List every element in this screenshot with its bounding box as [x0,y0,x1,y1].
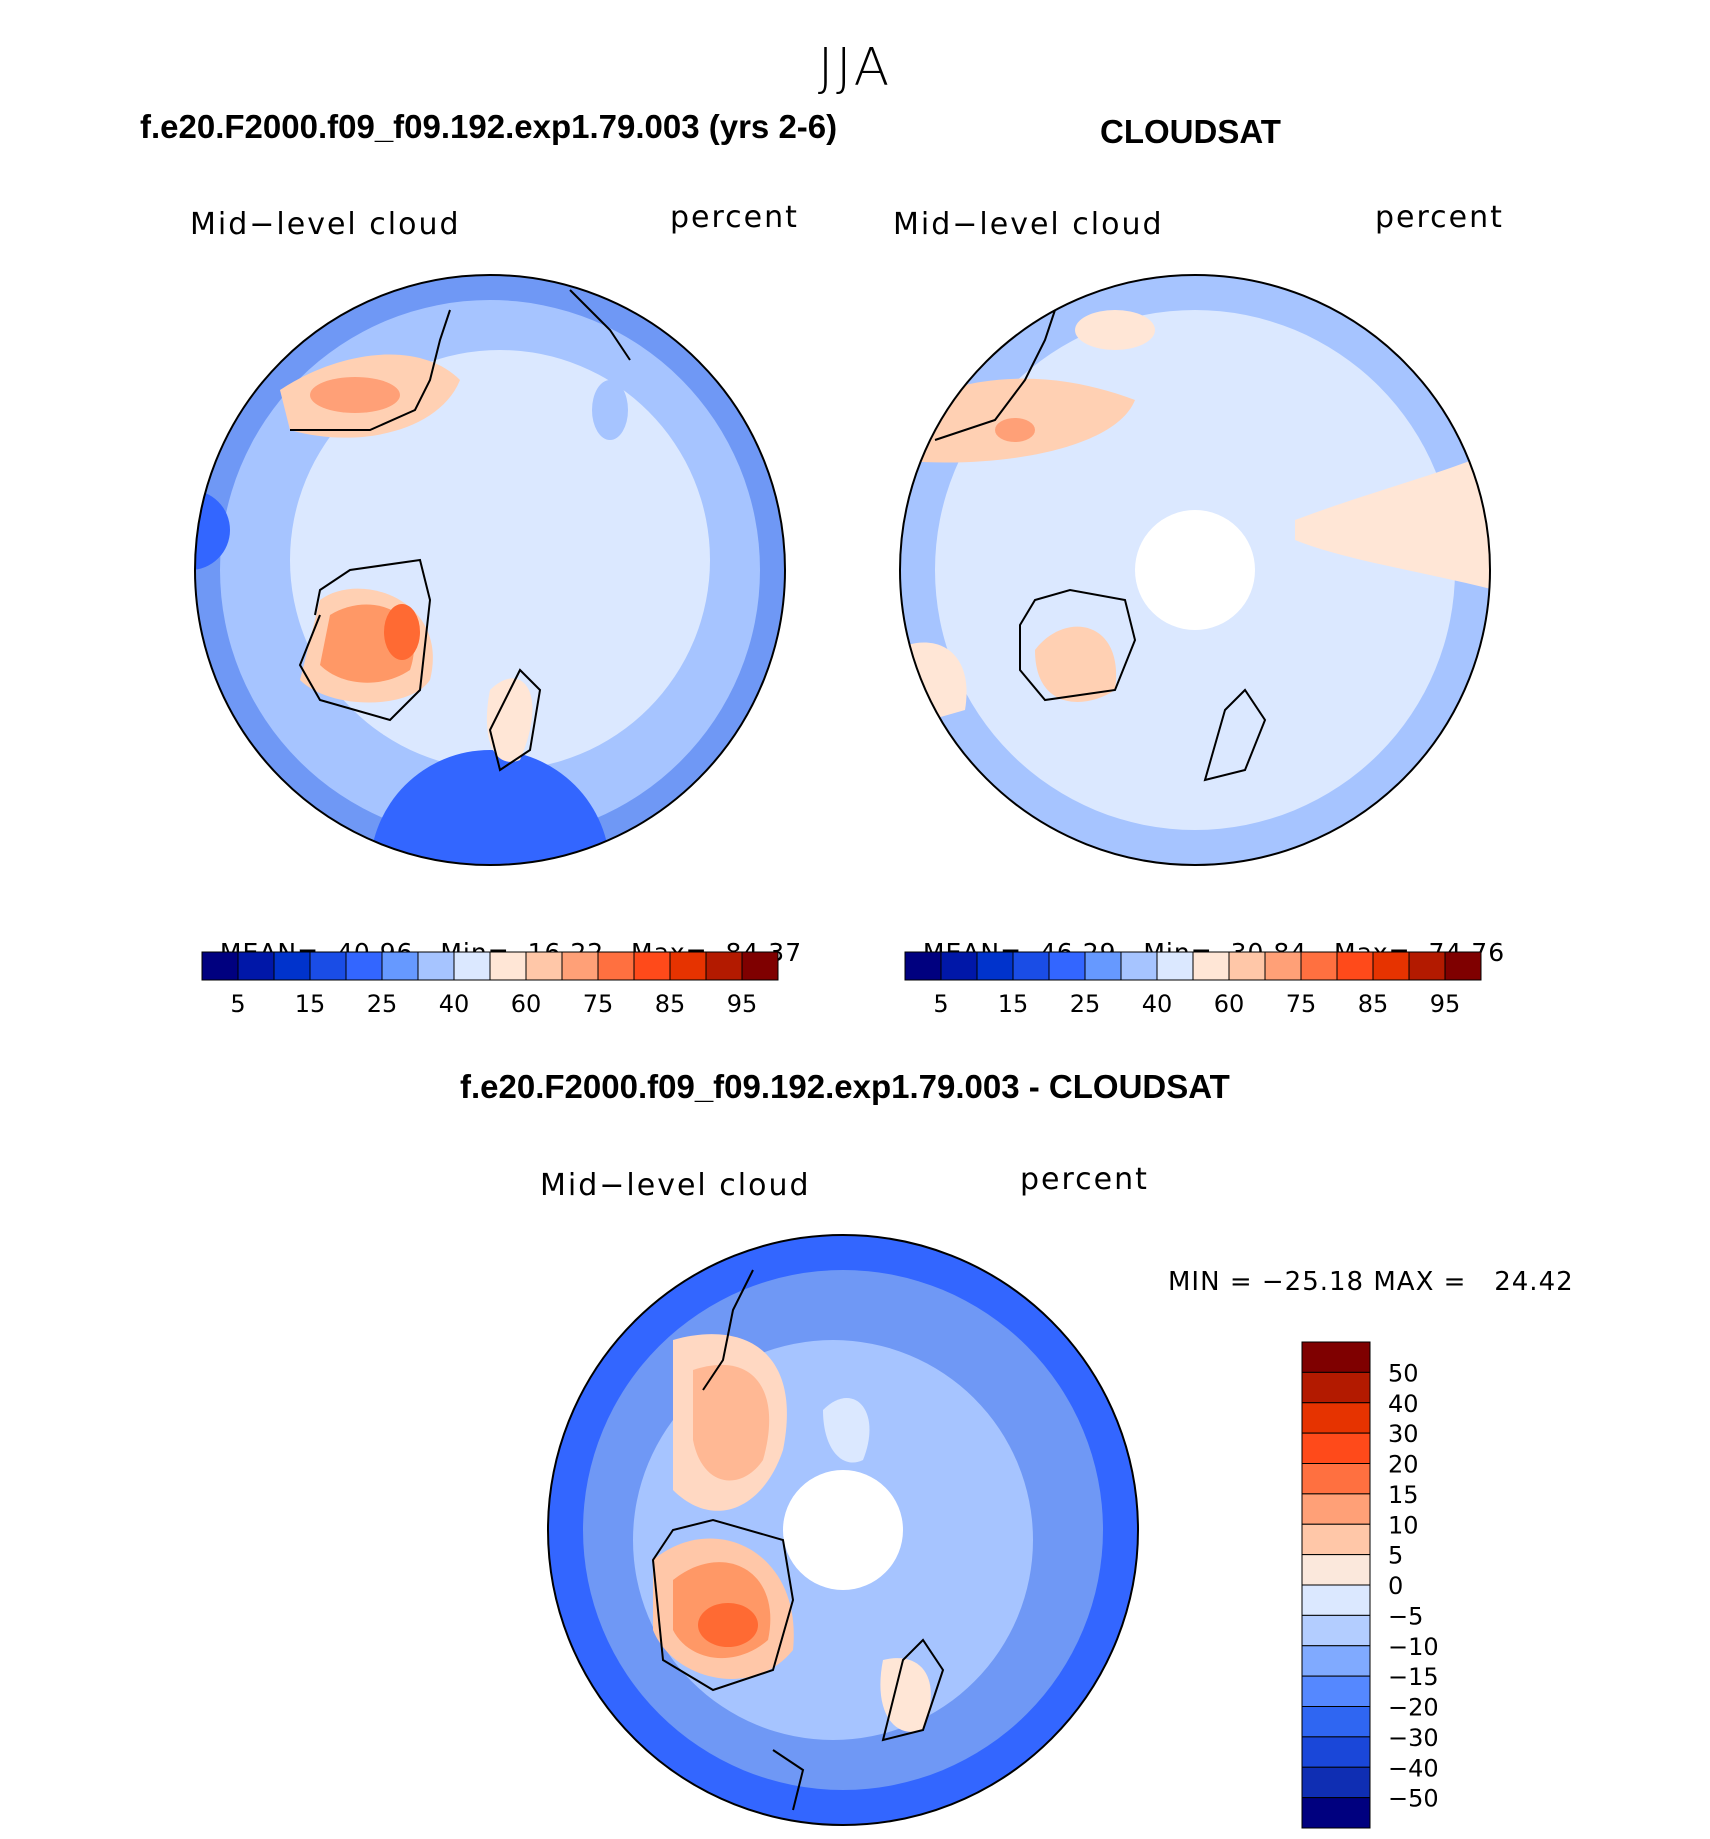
panel2-colorbar-box [1192,951,1230,981]
panel3-colorbar-box [1301,1402,1371,1434]
panel3-colorbar-box [1301,1493,1371,1525]
panel3-title: f.e20.F2000.f09_f09.192.exp1.79.003 - CL… [460,1068,1230,1105]
panel3-colorbar-box [1301,1797,1371,1829]
panel2-units-label: percent [1375,200,1504,235]
panel1-colorbar-box [417,951,455,981]
panel2-colorbar-box [1228,951,1266,981]
panel2-colorbar: 5 15 25 40 60 75 85 95 [904,951,1482,1018]
panel1-colorbar-tick-label: 75 [583,990,614,1018]
panel1-variable-label: Mid−level cloud [190,207,461,242]
panel1-colorbar-box [597,951,635,981]
panel2-colorbar-box [976,951,1014,981]
panel3-colorbar-box [1301,1463,1371,1495]
panel1-colorbar-box [741,951,779,981]
panel1-colorbar-box [561,951,599,981]
panel1-colorbar-box [705,951,743,981]
panel2-colorbar-box [1264,951,1302,981]
panel2-title: CLOUDSAT [1100,113,1281,150]
panel3-colorbar-tick-label: 20 [1388,1451,1419,1479]
season-title: JJA [817,38,893,98]
panel2-colorbar-tick-label: 25 [1070,990,1101,1018]
panel2-colorbar-box [1084,951,1122,981]
panel3-colorbar-tick-label: −40 [1388,1754,1439,1782]
panel3-colorbar-box [1301,1371,1371,1404]
panel2-colorbar-tick-label: 75 [1286,990,1317,1018]
panel1-colorbar-box [345,951,383,981]
panel1-colorbar-box [525,951,563,981]
panel2-colorbar-tick-label: 60 [1214,990,1245,1018]
panel2-colorbar-tick-label: 40 [1142,990,1173,1018]
panel3-colorbar-box [1301,1432,1371,1464]
panel1-colorbar-tick-label: 95 [727,990,758,1018]
panel3-colorbar-tick-label: −20 [1388,1694,1439,1722]
panel2-colorbar-box [1336,951,1374,981]
panel3-minmax: MIN = −25.18 MAX = 24.42 [1168,1267,1574,1297]
panel3-colorbar-tick-label: 0 [1388,1572,1403,1600]
panel2-colorbar-box [940,951,978,981]
panel1-colorbar-tick-label: 5 [230,990,245,1018]
panel2-colorbar-box [1300,951,1338,981]
panel3-colorbar-tick-label: 10 [1388,1511,1419,1539]
panel1-colorbar-box [309,951,347,981]
panel2-colorbar-tick-label: 5 [933,990,948,1018]
panel3-colorbar-tick-label: 40 [1388,1390,1419,1418]
panel3-colorbar-box [1301,1675,1371,1707]
panel1-colorbar-box [381,951,419,981]
panel3-colorbar-tick-label: −30 [1388,1724,1439,1752]
panel1-colorbar-tick-label: 60 [511,990,542,1018]
panel3-units-label: percent [1020,1162,1149,1197]
panel3-colorbar-box [1301,1584,1371,1616]
panel3-colorbar-box [1301,1554,1371,1586]
panel2-polar-map [899,274,1491,866]
panel2-colorbar-box [1048,951,1086,981]
panel1-colorbar-box [489,951,527,981]
panel1-colorbar-box [273,951,311,981]
panel3-polar-map [547,1234,1139,1826]
panel3-colorbar-tick-label: −15 [1388,1663,1439,1691]
panel2-variable-label: Mid−level cloud [893,207,1164,242]
panel1-units-label: percent [670,200,799,235]
panel1-colorbar-box [633,951,671,981]
panel1-colorbar-box [669,951,707,981]
panel3-colorbar-box [1301,1341,1371,1373]
panel1-colorbar: 5 15 25 40 60 75 85 95 [201,951,779,1018]
panel3-colorbar-box [1301,1523,1371,1556]
panel3-colorbar-box [1301,1766,1371,1799]
panel1-colorbar-box [201,951,239,981]
panel3-colorbar-tick-label: −5 [1388,1602,1423,1630]
panel3-colorbar-box [1301,1736,1371,1768]
panel1-colorbar-tick-label: 40 [439,990,470,1018]
panel3-colorbar-tick-label: 5 [1388,1542,1403,1570]
panel1-title: f.e20.F2000.f09_f09.192.exp1.79.003 (yrs… [140,108,838,145]
panel2-colorbar-tick-label: 85 [1358,990,1389,1018]
panel3-colorbar-box [1301,1645,1371,1677]
panel3-colorbar-tick-label: 50 [1388,1359,1419,1387]
panel3-variable-label: Mid−level cloud [540,1168,811,1203]
panel2-colorbar-box [1444,951,1482,981]
panel3-colorbar-box [1301,1706,1371,1738]
panel1-colorbar-box [453,951,491,981]
panel1-colorbar-tick-label: 85 [655,990,686,1018]
panel2-colorbar-box [904,951,942,981]
panel2-colorbar-box [1156,951,1194,981]
panel2-colorbar-box [1120,951,1158,981]
panel2-colorbar-tick-label: 95 [1430,990,1461,1018]
panel3-colorbar-tick-label: 30 [1388,1420,1419,1448]
panel1-colorbar-box [237,951,275,981]
panel1-colorbar-tick-label: 25 [367,990,398,1018]
panel2-colorbar-box [1408,951,1446,981]
panel1-polar-map [194,274,786,866]
panel3-colorbar-box [1301,1614,1371,1647]
panel3-colorbar-tick-label: 15 [1388,1481,1419,1509]
panel3-colorbar-tick-label: −50 [1388,1785,1439,1813]
panel2-colorbar-tick-label: 15 [998,990,1029,1018]
panel2-colorbar-box [1372,951,1410,981]
panel2-colorbar-box [1012,951,1050,981]
panel1-colorbar-tick-label: 15 [295,990,326,1018]
panel3-colorbar-tick-label: −10 [1388,1633,1439,1661]
